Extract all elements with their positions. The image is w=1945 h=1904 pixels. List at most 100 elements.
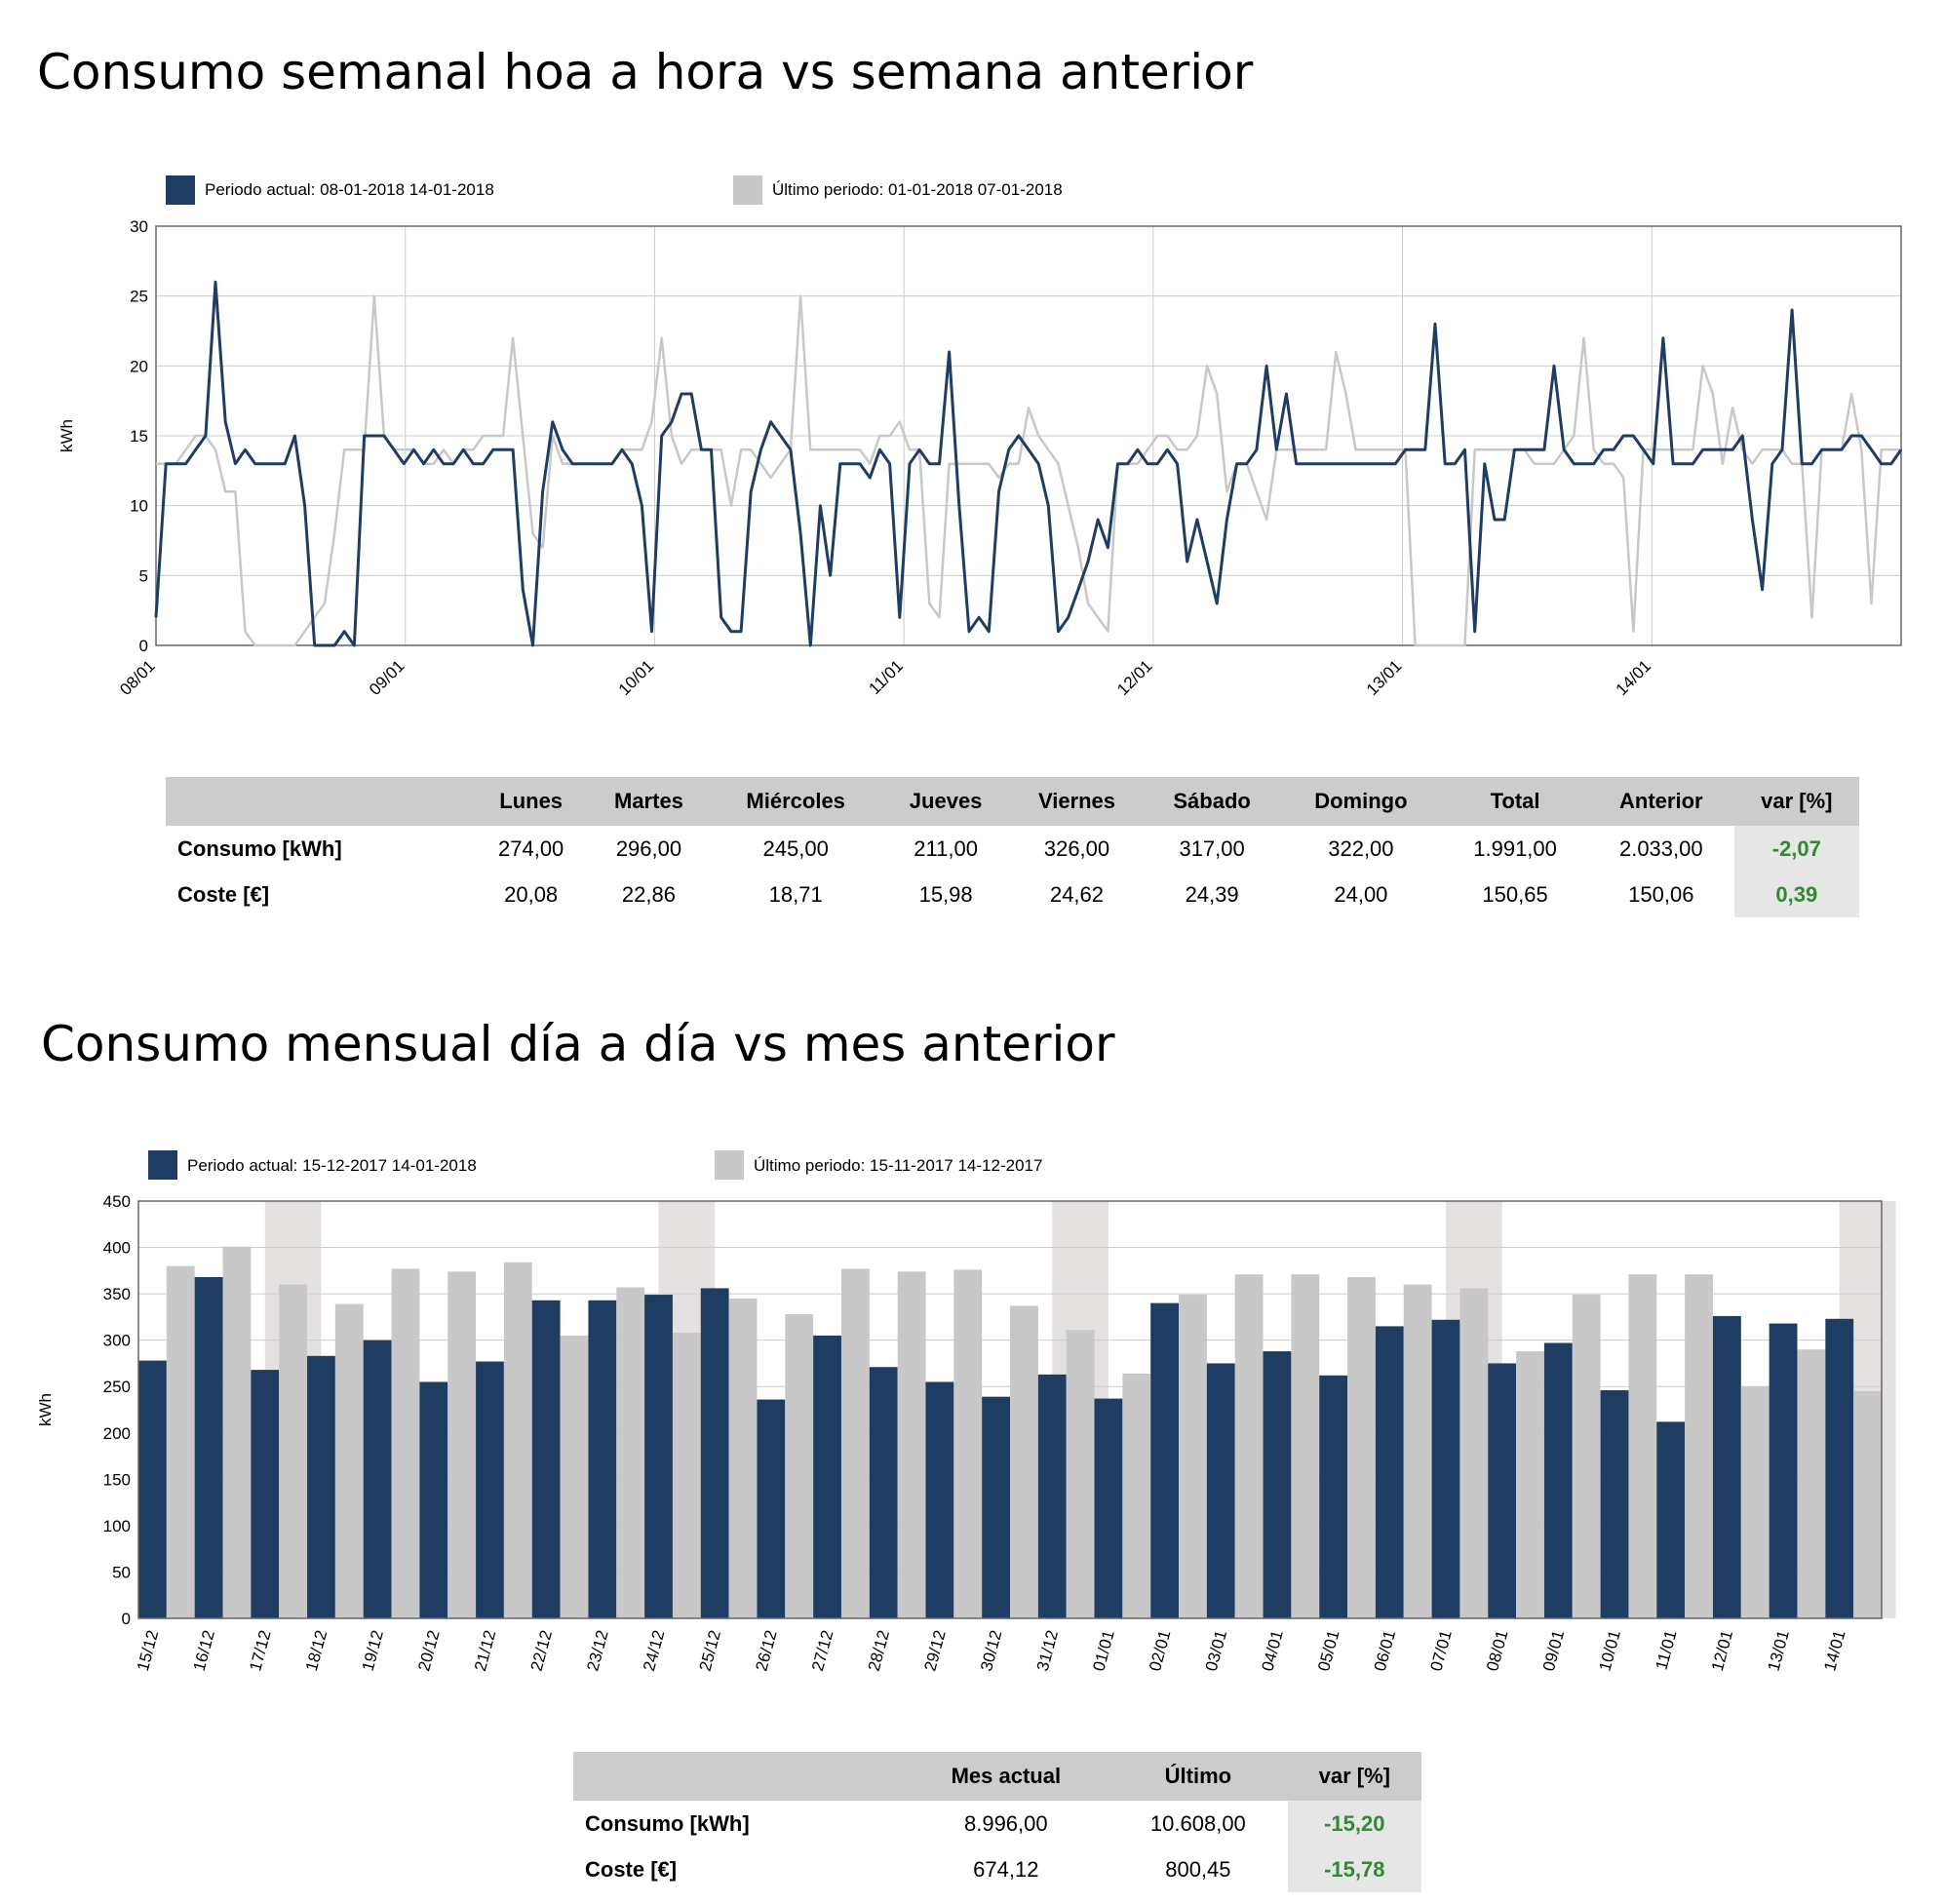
table-header-cell: Total bbox=[1442, 777, 1588, 826]
variation-cell: -2,07 bbox=[1733, 826, 1859, 872]
x-tick-label: 24/12 bbox=[640, 1628, 668, 1673]
plot-frame bbox=[155, 225, 1902, 646]
table-header-cell bbox=[166, 777, 474, 826]
table-header-cell: Viernes bbox=[1009, 777, 1145, 826]
x-tick-label: 18/12 bbox=[302, 1628, 331, 1673]
table-cell: 211,00 bbox=[914, 835, 978, 861]
bar-current bbox=[644, 1295, 673, 1618]
legend-label: Último periodo: 15-11-2017 14-12-2017 bbox=[754, 1156, 1042, 1175]
y-axis-label: kWh bbox=[58, 419, 76, 452]
y-tick-label: 10 bbox=[130, 497, 148, 516]
legend-swatch bbox=[148, 1150, 177, 1180]
x-tick-label: 07/01 bbox=[1426, 1628, 1455, 1673]
x-tick-label: 22/12 bbox=[527, 1628, 556, 1673]
table-row: Consumo [kWh] 8.996,00 10.608,00 -15,20 bbox=[573, 1801, 1421, 1846]
bar-previous bbox=[1797, 1349, 1826, 1618]
table-cell: 22,86 bbox=[621, 881, 676, 907]
bar-previous bbox=[503, 1262, 532, 1618]
series-line-previous bbox=[156, 294, 1901, 647]
weekly-summary-table: Lunes Martes Miércoles Jueves Viernes Sá… bbox=[166, 777, 1859, 917]
bar-current bbox=[363, 1340, 392, 1618]
table-cell: 24,39 bbox=[1185, 881, 1239, 907]
bar-previous bbox=[447, 1271, 477, 1618]
x-tick-label: 03/01 bbox=[1202, 1628, 1230, 1673]
x-tick-label: 08/01 bbox=[116, 656, 159, 699]
bar-previous bbox=[560, 1335, 589, 1618]
bar-previous bbox=[1403, 1284, 1432, 1618]
x-tick-label: 02/01 bbox=[1146, 1628, 1174, 1673]
table-cell: 8.996,00 bbox=[963, 1810, 1048, 1836]
x-tick-label: 29/12 bbox=[920, 1628, 949, 1673]
bar-previous bbox=[279, 1284, 308, 1618]
bar-previous bbox=[1459, 1288, 1489, 1618]
table-cell: 317,00 bbox=[1179, 835, 1245, 861]
legend-label: Periodo actual: 15-12-2017 14-01-2018 bbox=[187, 1156, 477, 1175]
series-line-current bbox=[154, 280, 1903, 647]
x-tick-label: 14/01 bbox=[1820, 1628, 1848, 1673]
x-tick-label: 30/12 bbox=[977, 1628, 1005, 1673]
bar-current bbox=[1206, 1363, 1235, 1618]
x-tick-label: 28/12 bbox=[865, 1628, 893, 1673]
bar-current bbox=[1375, 1326, 1404, 1618]
bar-current bbox=[1769, 1323, 1798, 1618]
x-tick-label: 12/01 bbox=[1113, 656, 1156, 699]
bar-previous bbox=[616, 1287, 645, 1618]
y-axis-label: kWh bbox=[36, 1393, 55, 1426]
y-tick-label: 300 bbox=[103, 1332, 131, 1350]
bar-current bbox=[1094, 1398, 1123, 1618]
bar-current bbox=[588, 1300, 617, 1618]
x-tick-label: 09/01 bbox=[366, 656, 408, 699]
row-label: Coste [€] bbox=[585, 1856, 678, 1882]
x-tick-label: 05/01 bbox=[1314, 1628, 1342, 1673]
table-cell: 150,65 bbox=[1482, 881, 1548, 907]
table-cell: 2.033,00 bbox=[1618, 835, 1703, 861]
bar-current bbox=[476, 1361, 504, 1618]
bar-previous bbox=[897, 1271, 926, 1618]
table-header-cell: Lunes bbox=[473, 777, 589, 826]
bar-current bbox=[925, 1381, 954, 1618]
monthly-summary-table: Mes actual Último var [%] Consumo [kWh] … bbox=[573, 1752, 1421, 1892]
x-tick-label: 01/01 bbox=[1089, 1628, 1117, 1673]
table-header-cell: var [%] bbox=[1287, 1752, 1421, 1801]
bar-previous bbox=[840, 1268, 870, 1618]
bar-current bbox=[1150, 1302, 1180, 1618]
bar-previous bbox=[334, 1303, 364, 1618]
y-tick-label: 350 bbox=[103, 1285, 131, 1303]
bar-current bbox=[1600, 1390, 1629, 1618]
bar-current bbox=[1037, 1374, 1067, 1618]
x-tick-label: 11/01 bbox=[1653, 1628, 1681, 1672]
bar-previous bbox=[1628, 1274, 1657, 1618]
bar-previous bbox=[391, 1268, 420, 1618]
bar-current bbox=[1712, 1315, 1741, 1618]
bar-current bbox=[813, 1335, 841, 1618]
y-tick-label: 400 bbox=[103, 1239, 131, 1258]
x-tick-label: 10/01 bbox=[1596, 1628, 1624, 1673]
bar-previous bbox=[1066, 1330, 1095, 1618]
table-header-cell: Jueves bbox=[881, 777, 1010, 826]
y-tick-label: 250 bbox=[103, 1378, 131, 1396]
bar-current bbox=[531, 1300, 561, 1618]
bar-previous bbox=[1010, 1305, 1038, 1618]
x-tick-label: 04/01 bbox=[1258, 1628, 1286, 1673]
table-cell: 322,00 bbox=[1328, 835, 1394, 861]
bar-previous bbox=[1572, 1295, 1601, 1618]
y-tick-label: 30 bbox=[130, 217, 148, 236]
bar-current bbox=[138, 1360, 167, 1618]
y-tick-label: 5 bbox=[139, 566, 148, 585]
x-tick-label: 25/12 bbox=[696, 1628, 724, 1673]
table-header-cell: Anterior bbox=[1587, 777, 1734, 826]
table-cell: 674,12 bbox=[973, 1856, 1039, 1882]
x-tick-label: 14/01 bbox=[1613, 656, 1655, 699]
x-tick-label: 31/12 bbox=[1033, 1628, 1062, 1673]
table-cell: 274,00 bbox=[498, 835, 564, 861]
bar-current bbox=[982, 1396, 1010, 1618]
table-row: Coste [€] 20,08 22,86 18,71 15,98 24,62 … bbox=[166, 872, 1859, 917]
bar-current bbox=[869, 1367, 898, 1618]
bar-previous bbox=[166, 1265, 195, 1618]
bar-current bbox=[1319, 1375, 1348, 1618]
bar-previous bbox=[953, 1269, 983, 1618]
plot-frame bbox=[137, 1200, 1883, 1619]
y-tick-label: 20 bbox=[130, 357, 148, 375]
row-label: Consumo [kWh] bbox=[585, 1810, 750, 1836]
bar-current bbox=[700, 1288, 729, 1618]
